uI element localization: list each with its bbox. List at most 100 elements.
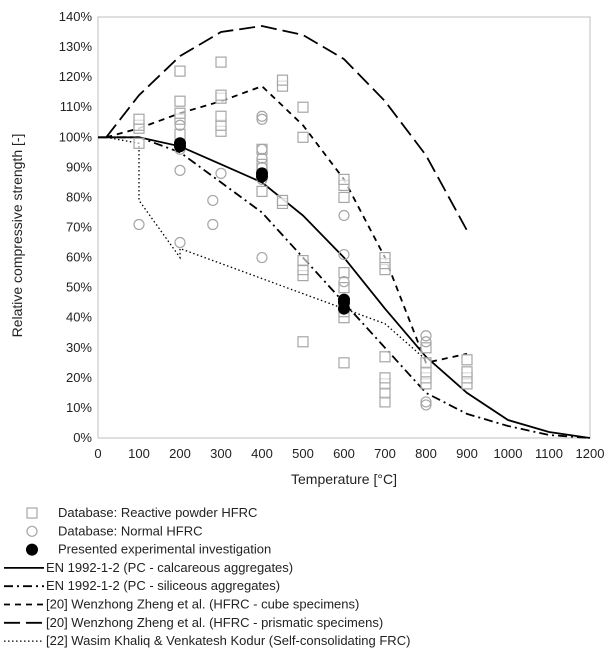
- y-tick-label: 80%: [66, 189, 92, 204]
- legend-label-line-4: [20] Wenzhong Zheng et al. (HFRC - prism…: [46, 615, 383, 630]
- x-axis-ticks: 0 100 200 300 400 500 600 700 800 900 1000 1100 1200: [94, 446, 604, 461]
- nhfrc-point: [174, 236, 186, 249]
- experimental-point: [174, 137, 186, 150]
- y-tick-label: 100%: [59, 129, 93, 144]
- nhfrc-point: [133, 218, 145, 231]
- rpc-point: [174, 95, 186, 107]
- x-axis-title: Temperature [°C]: [291, 471, 397, 487]
- legend: Database: Reactive powder HFRC Database: …: [4, 505, 410, 648]
- rpc-point: [215, 110, 227, 122]
- rpc-point: [338, 282, 350, 294]
- rpc-point: [338, 357, 350, 369]
- nhfrc-point: [256, 143, 268, 155]
- series-line-3: [105, 85, 468, 364]
- y-tick-label: 50%: [66, 280, 92, 295]
- series-points: [133, 56, 473, 411]
- x-tick-label: 1100: [535, 446, 563, 461]
- nhfrc-point: [256, 110, 268, 122]
- rpc-point: [461, 366, 473, 378]
- y-tick-label: 60%: [66, 250, 92, 265]
- legend-label-line-2: EN 1992-1-2 (PC - siliceous aggregates): [46, 578, 280, 593]
- y-tick-label: 120%: [59, 69, 93, 84]
- rpc-point: [174, 107, 186, 119]
- legend-label-line-5: [22] Wasim Khaliq & Venkatesh Kodur (Sel…: [46, 633, 410, 648]
- x-tick-label: 200: [169, 446, 191, 461]
- nhfrc-point: [215, 167, 227, 179]
- rpc-point: [420, 342, 432, 354]
- legend-label-line-1: EN 1992-1-2 (PC - calcareous aggregates): [46, 560, 293, 575]
- nhfrc-point: [420, 330, 432, 342]
- nhfrc-point: [338, 276, 350, 288]
- x-tick-label: 1000: [494, 446, 523, 461]
- rpc-point: [256, 185, 268, 198]
- series-lines: [98, 25, 591, 439]
- nhfrc-point: [338, 209, 350, 222]
- y-tick-label: 140%: [59, 9, 93, 24]
- nhfrc-point: [256, 113, 268, 125]
- y-tick-label: 40%: [66, 310, 92, 325]
- nhfrc-point: [174, 164, 186, 176]
- y-axis-ticks: 0% 10% 20% 30% 40% 50% 60% 70% 80% 90% 100% 110% 120…: [59, 9, 93, 445]
- rpc-point: [338, 191, 350, 204]
- x-tick-label: 500: [292, 446, 314, 461]
- legend-marker-scatter-2: [26, 525, 38, 537]
- series-line-5: [106, 136, 427, 361]
- legend-marker-scatter-1: [26, 507, 38, 519]
- x-tick-label: 400: [251, 446, 273, 461]
- y-tick-label: 130%: [59, 39, 93, 54]
- rpc-point: [215, 89, 227, 101]
- legend-marker-scatter-3: [26, 543, 38, 556]
- rpc-point: [461, 354, 473, 366]
- x-tick-label: 1200: [576, 446, 605, 461]
- rpc-point: [276, 74, 289, 86]
- rpc-point: [276, 194, 289, 207]
- y-tick-label: 10%: [66, 400, 92, 415]
- nhfrc-point: [256, 152, 268, 164]
- rpc-point: [297, 131, 309, 143]
- rpc-point: [297, 101, 309, 113]
- y-tick-label: 90%: [66, 159, 92, 174]
- rpc-point: [133, 113, 145, 125]
- rpc-point: [297, 336, 309, 348]
- series-line-4: [105, 25, 468, 231]
- nhfrc-point: [174, 119, 186, 131]
- x-tick-label: 600: [333, 446, 355, 461]
- x-tick-label: 900: [456, 446, 478, 461]
- x-tick-label: 100: [128, 446, 150, 461]
- nhfrc-point: [256, 251, 268, 264]
- y-tick-label: 20%: [66, 370, 92, 385]
- rpc-point: [338, 173, 350, 185]
- y-tick-label: 0%: [73, 430, 92, 445]
- plot-area: [97, 16, 591, 439]
- x-tick-label: 300: [210, 446, 232, 461]
- plot-border: [97, 16, 591, 439]
- rpc-point: [420, 357, 432, 369]
- nhfrc-point: [420, 336, 432, 348]
- experimental-point: [338, 293, 350, 306]
- y-axis-title: Relative compressive strength [-]: [9, 134, 25, 338]
- legend-label-scatter-2: Database: Normal HFRC: [58, 523, 203, 538]
- rpc-point: [174, 65, 186, 77]
- nhfrc-point: [207, 194, 219, 207]
- nhfrc-point: [207, 218, 219, 231]
- y-tick-label: 70%: [66, 220, 92, 235]
- nhfrc-point: [338, 248, 350, 261]
- nhfrc-point: [420, 399, 432, 411]
- y-tick-label: 110%: [60, 99, 93, 114]
- experimental-point: [256, 167, 268, 180]
- legend-label-scatter-3: Presented experimental investigation: [58, 542, 271, 557]
- legend-label-scatter-1: Database: Reactive powder HFRC: [58, 505, 257, 520]
- x-tick-label: 0: [94, 446, 101, 461]
- rpc-point: [379, 351, 391, 363]
- rpc-point: [215, 56, 227, 68]
- rpc-point: [338, 267, 350, 279]
- legend-label-line-3: [20] Wenzhong Zheng et al. (HFRC - cube …: [46, 597, 359, 612]
- nhfrc-point: [420, 396, 432, 408]
- y-tick-label: 30%: [66, 340, 92, 355]
- rpc-point: [379, 372, 391, 384]
- rpc-point: [297, 254, 309, 267]
- rpc-point: [379, 251, 391, 264]
- x-tick-label: 700: [374, 446, 396, 461]
- rpc-point: [133, 137, 145, 149]
